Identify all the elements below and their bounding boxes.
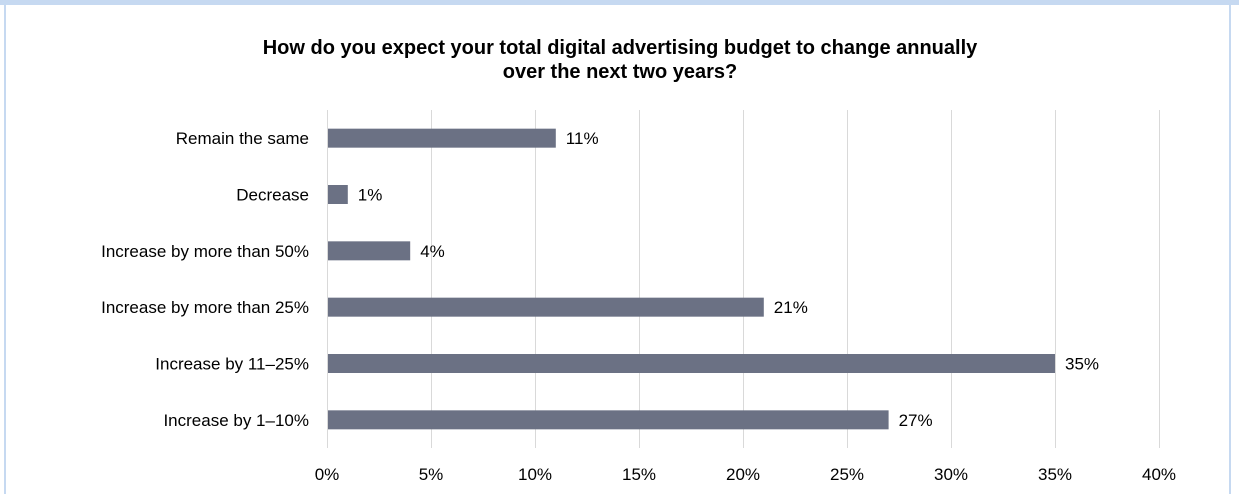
data-label: 1% xyxy=(358,186,383,205)
x-tick-label: 20% xyxy=(726,465,760,484)
chart-frame xyxy=(4,5,1231,494)
x-tick-label: 0% xyxy=(315,465,340,484)
bars xyxy=(328,128,1055,430)
data-label: 4% xyxy=(420,242,445,261)
caption-strip xyxy=(0,0,1239,5)
data-label: 27% xyxy=(899,411,933,430)
bar xyxy=(328,185,348,204)
data-label: 35% xyxy=(1065,355,1099,374)
data-label: 21% xyxy=(774,298,808,317)
bar xyxy=(328,410,889,430)
category-label: Remain the same xyxy=(176,129,309,148)
x-tick-label: 5% xyxy=(419,465,444,484)
x-tick-label: 35% xyxy=(1038,465,1072,484)
bar xyxy=(328,297,764,317)
category-label: Increase by more than 25% xyxy=(101,298,309,317)
gridlines xyxy=(327,110,1160,448)
category-label: Increase by more than 50% xyxy=(101,242,309,261)
x-tick-label: 25% xyxy=(830,465,864,484)
data-label: 11% xyxy=(566,129,599,148)
x-tick-label: 15% xyxy=(622,465,656,484)
bar xyxy=(328,354,1055,373)
category-labels: Remain the same Decrease Increase by more … xyxy=(101,129,309,430)
x-tick-labels: 0% 5% 10% 15% 20% 25% 30% 35% 40% xyxy=(315,465,1176,484)
x-tick-label: 10% xyxy=(518,465,552,484)
bar xyxy=(328,128,556,148)
category-label: Increase by 1–10% xyxy=(163,411,309,430)
chart-title-line-2: over the next two years? xyxy=(502,61,738,83)
bar xyxy=(328,241,411,261)
x-tick-label: 40% xyxy=(1142,465,1176,484)
value-labels: 11% 1% 4% 21% 35% 27% xyxy=(358,129,1099,430)
chart-title-line-1: How do you expect your total digital adv… xyxy=(262,37,978,59)
category-label: Decrease xyxy=(236,186,309,205)
chart-title: How do you expect your total digital adv… xyxy=(120,36,1120,84)
category-label: Increase by 11–25% xyxy=(155,355,309,374)
x-tick-label: 30% xyxy=(934,465,968,484)
